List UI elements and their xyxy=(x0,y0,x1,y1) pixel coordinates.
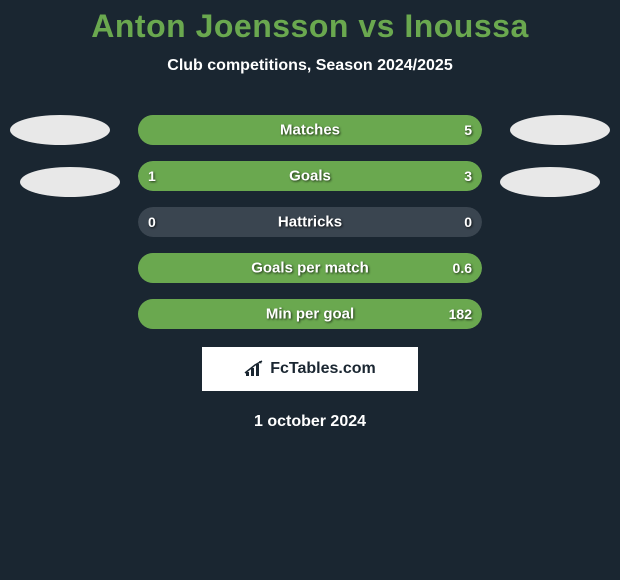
stat-bar-value-right: 0.6 xyxy=(453,260,472,276)
stat-bar-row: Goals per match 0.6 xyxy=(138,253,482,283)
player-left-ellipse-2 xyxy=(20,167,120,197)
player-right-ellipse-2 xyxy=(500,167,600,197)
footer-brand-text: FcTables.com xyxy=(270,360,376,378)
stat-bar-row: Goals 1 3 xyxy=(138,161,482,191)
stat-bar-label: Min per goal xyxy=(266,306,354,323)
stat-bar-row: Matches 5 xyxy=(138,115,482,145)
stat-bar-fill-right xyxy=(214,161,482,191)
stat-bars: Matches 5 Goals 1 3 Hattricks 0 0 Goals per matc… xyxy=(138,115,482,329)
footer-brand-box[interactable]: FcTables.com xyxy=(202,347,418,391)
main-container: Anton Joensson vs Inoussa Club competiti… xyxy=(0,0,620,431)
player-left-ellipse-1 xyxy=(10,115,110,145)
stat-bar-row: Hattricks 0 0 xyxy=(138,207,482,237)
stat-bar-value-right: 5 xyxy=(464,122,472,138)
chart-icon xyxy=(244,360,266,378)
footer-logo: FcTables.com xyxy=(244,360,376,378)
player-right-ellipse-1 xyxy=(510,115,610,145)
stat-bar-label: Goals xyxy=(289,168,331,185)
stat-bar-row: Min per goal 182 xyxy=(138,299,482,329)
stat-bar-value-right: 3 xyxy=(464,168,472,184)
page-title: Anton Joensson vs Inoussa xyxy=(0,8,620,45)
stat-bar-value-left: 1 xyxy=(148,168,156,184)
stat-bar-value-right: 0 xyxy=(464,214,472,230)
stat-bar-value-left: 0 xyxy=(148,214,156,230)
subtitle: Club competitions, Season 2024/2025 xyxy=(0,57,620,75)
stat-bar-label: Hattricks xyxy=(278,214,342,231)
stat-bar-label: Matches xyxy=(280,122,340,139)
stat-bar-value-right: 182 xyxy=(449,306,472,322)
stats-area: Matches 5 Goals 1 3 Hattricks 0 0 Goals per matc… xyxy=(0,115,620,329)
date-text: 1 october 2024 xyxy=(0,413,620,431)
stat-bar-label: Goals per match xyxy=(251,260,369,277)
